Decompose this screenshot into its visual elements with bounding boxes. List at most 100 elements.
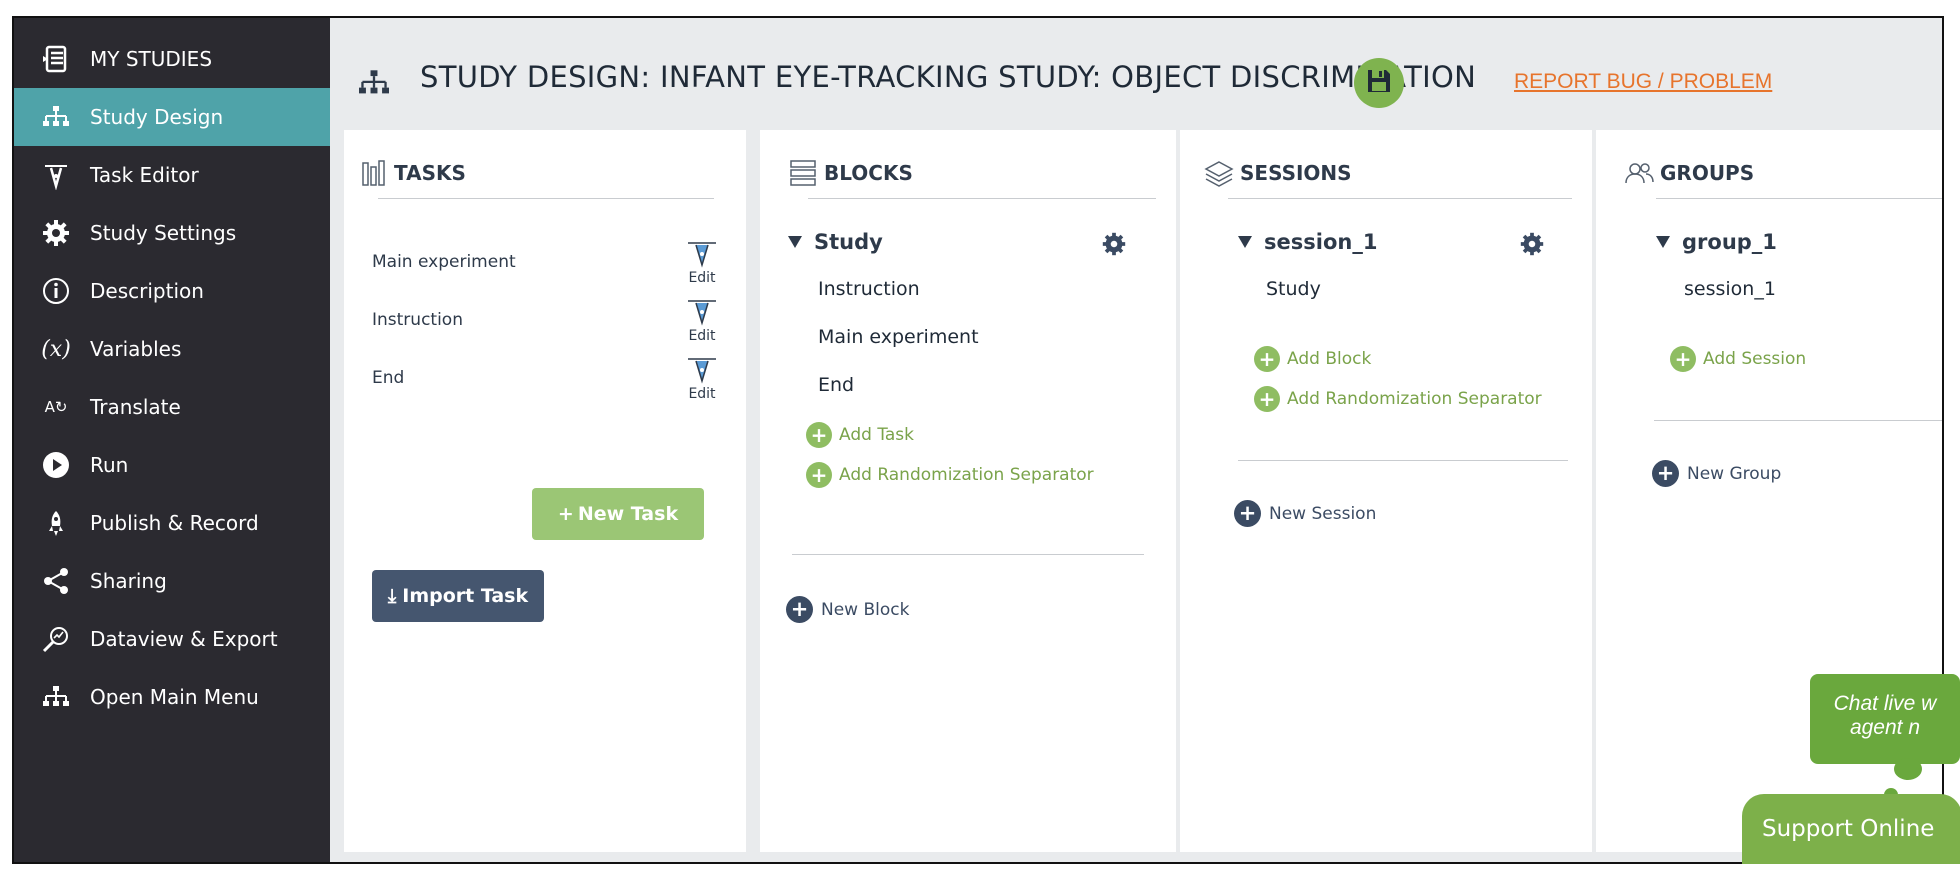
divider [1238, 460, 1568, 461]
group-tree-group-1[interactable]: group_1 [1656, 230, 1777, 254]
divider [1654, 420, 1942, 421]
sidebar-item-dataview[interactable]: Dataview & Export [14, 610, 330, 668]
sitemap-icon [40, 681, 72, 713]
caret-down-icon [1238, 236, 1252, 248]
pen-edit-icon [686, 358, 718, 388]
divider [792, 554, 1144, 555]
download-icon: ⤓ [387, 585, 397, 607]
plus-circle-icon: + [806, 422, 832, 448]
gear-icon[interactable] [1518, 230, 1546, 258]
task-name: Main experiment [372, 252, 516, 272]
sidebar-item-label: Dataview & Export [90, 627, 278, 651]
add-session-link[interactable]: + Add Session [1670, 346, 1806, 372]
groups-heading: GROUPS [1624, 158, 1754, 188]
app-window: MY STUDIES Study Design Task Editor Stud… [12, 16, 1944, 864]
divider [1228, 198, 1572, 199]
add-block-link[interactable]: + Add Block [1254, 346, 1371, 372]
sidebar-item-label: Open Main Menu [90, 685, 259, 709]
variable-icon: (x) [41, 336, 71, 362]
my-studies-icon [40, 43, 72, 75]
sessions-heading: SESSIONS [1204, 158, 1352, 188]
plus-circle-icon: + [806, 462, 832, 488]
sidebar-item-label: Study Settings [90, 221, 237, 245]
plus-circle-icon: + [1670, 346, 1696, 372]
new-task-button[interactable]: + New Task [532, 488, 704, 540]
sidebar-item-label: Description [90, 279, 204, 303]
task-name: End [372, 368, 405, 388]
sidebar-item-study-settings[interactable]: Study Settings [14, 204, 330, 262]
pen-tool-icon [40, 159, 72, 191]
sitemap-icon [40, 101, 72, 133]
sidebar-item-label: MY STUDIES [90, 47, 213, 71]
sessions-panel: SESSIONS session_1 Study + Add Block + A… [1180, 130, 1592, 852]
sidebar-item-description[interactable]: Description [14, 262, 330, 320]
info-icon [40, 275, 72, 307]
chart-search-icon [40, 623, 72, 655]
new-block-link[interactable]: + New Block [786, 596, 909, 623]
sidebar-item-my-studies[interactable]: MY STUDIES [14, 30, 330, 88]
edit-task-button[interactable]: Edit [682, 240, 722, 286]
divider [808, 198, 1156, 199]
edit-task-button[interactable]: Edit [682, 298, 722, 344]
page-title: STUDY DESIGN: INFANT EYE-TRACKING STUDY:… [420, 60, 1477, 94]
edit-task-button[interactable]: Edit [682, 356, 722, 402]
chat-bubble[interactable]: Chat live w agent n [1810, 674, 1960, 764]
tools-icon [358, 158, 388, 188]
sidebar-item-label: Publish & Record [90, 511, 259, 535]
divider [378, 198, 714, 199]
list-item[interactable]: Study [1266, 278, 1321, 300]
support-online-button[interactable]: Support Online [1742, 794, 1960, 864]
plus-circle-icon: + [1254, 386, 1280, 412]
play-icon [40, 449, 72, 481]
sidebar-item-label: Sharing [90, 569, 167, 593]
chat-bubble-tail [1894, 758, 1922, 780]
list-item[interactable]: session_1 [1684, 278, 1776, 300]
plus-circle-icon: + [1652, 460, 1679, 487]
rocket-icon [40, 507, 72, 539]
sidebar-item-variables[interactable]: (x) Variables [14, 320, 330, 378]
sidebar-item-publish[interactable]: Publish & Record [14, 494, 330, 552]
list-item[interactable]: Instruction [818, 278, 920, 300]
sidebar-item-sharing[interactable]: Sharing [14, 552, 330, 610]
groups-panel: GROUPS group_1 session_1 + Add Session +… [1596, 130, 1942, 852]
add-randomization-separator-link[interactable]: + Add Randomization Separator [806, 462, 1094, 488]
gear-icon[interactable] [1100, 230, 1128, 258]
save-button[interactable] [1354, 58, 1404, 108]
translate-icon: A↻ [44, 398, 68, 416]
floppy-disk-icon [1365, 67, 1393, 99]
list-item[interactable]: Main experiment [818, 326, 979, 348]
report-bug-link[interactable]: REPORT BUG / PROBLEM [1514, 70, 1773, 93]
blocks-heading: BLOCKS [788, 158, 913, 188]
sidebar-item-open-main-menu[interactable]: Open Main Menu [14, 668, 330, 726]
share-icon [40, 565, 72, 597]
sitemap-icon [356, 68, 392, 102]
caret-down-icon [788, 236, 802, 248]
task-name: Instruction [372, 310, 463, 330]
task-item-main-experiment: Main experiment Edit [372, 240, 722, 298]
new-group-link[interactable]: + New Group [1652, 460, 1781, 487]
sidebar-item-label: Translate [90, 395, 181, 419]
main-content: STUDY DESIGN: INFANT EYE-TRACKING STUDY:… [330, 18, 1942, 862]
new-session-link[interactable]: + New Session [1234, 500, 1376, 527]
divider [1656, 198, 1942, 199]
add-task-link[interactable]: + Add Task [806, 422, 914, 448]
layers-list-icon [788, 158, 818, 188]
gear-icon [40, 217, 72, 249]
sidebar-item-label: Task Editor [90, 163, 199, 187]
sidebar-item-task-editor[interactable]: Task Editor [14, 146, 330, 204]
plus-circle-icon: + [1234, 500, 1261, 527]
sidebar-item-label: Study Design [90, 105, 224, 129]
page-header: STUDY DESIGN: INFANT EYE-TRACKING STUDY:… [330, 18, 1942, 130]
sidebar-item-translate[interactable]: A↻ Translate [14, 378, 330, 436]
sidebar-item-run[interactable]: Run [14, 436, 330, 494]
import-task-button[interactable]: ⤓ Import Task [372, 570, 544, 622]
sidebar-item-label: Run [90, 453, 129, 477]
block-tree-study[interactable]: Study [788, 230, 883, 254]
tasks-panel: TASKS Main experiment Edit Instruction E… [344, 130, 746, 852]
add-randomization-separator-link[interactable]: + Add Randomization Separator [1254, 386, 1542, 412]
session-tree-session-1[interactable]: session_1 [1238, 230, 1377, 254]
list-item[interactable]: End [818, 374, 855, 396]
pen-edit-icon [686, 300, 718, 330]
sidebar-item-study-design[interactable]: Study Design [14, 88, 330, 146]
plus-icon: + [557, 503, 574, 525]
